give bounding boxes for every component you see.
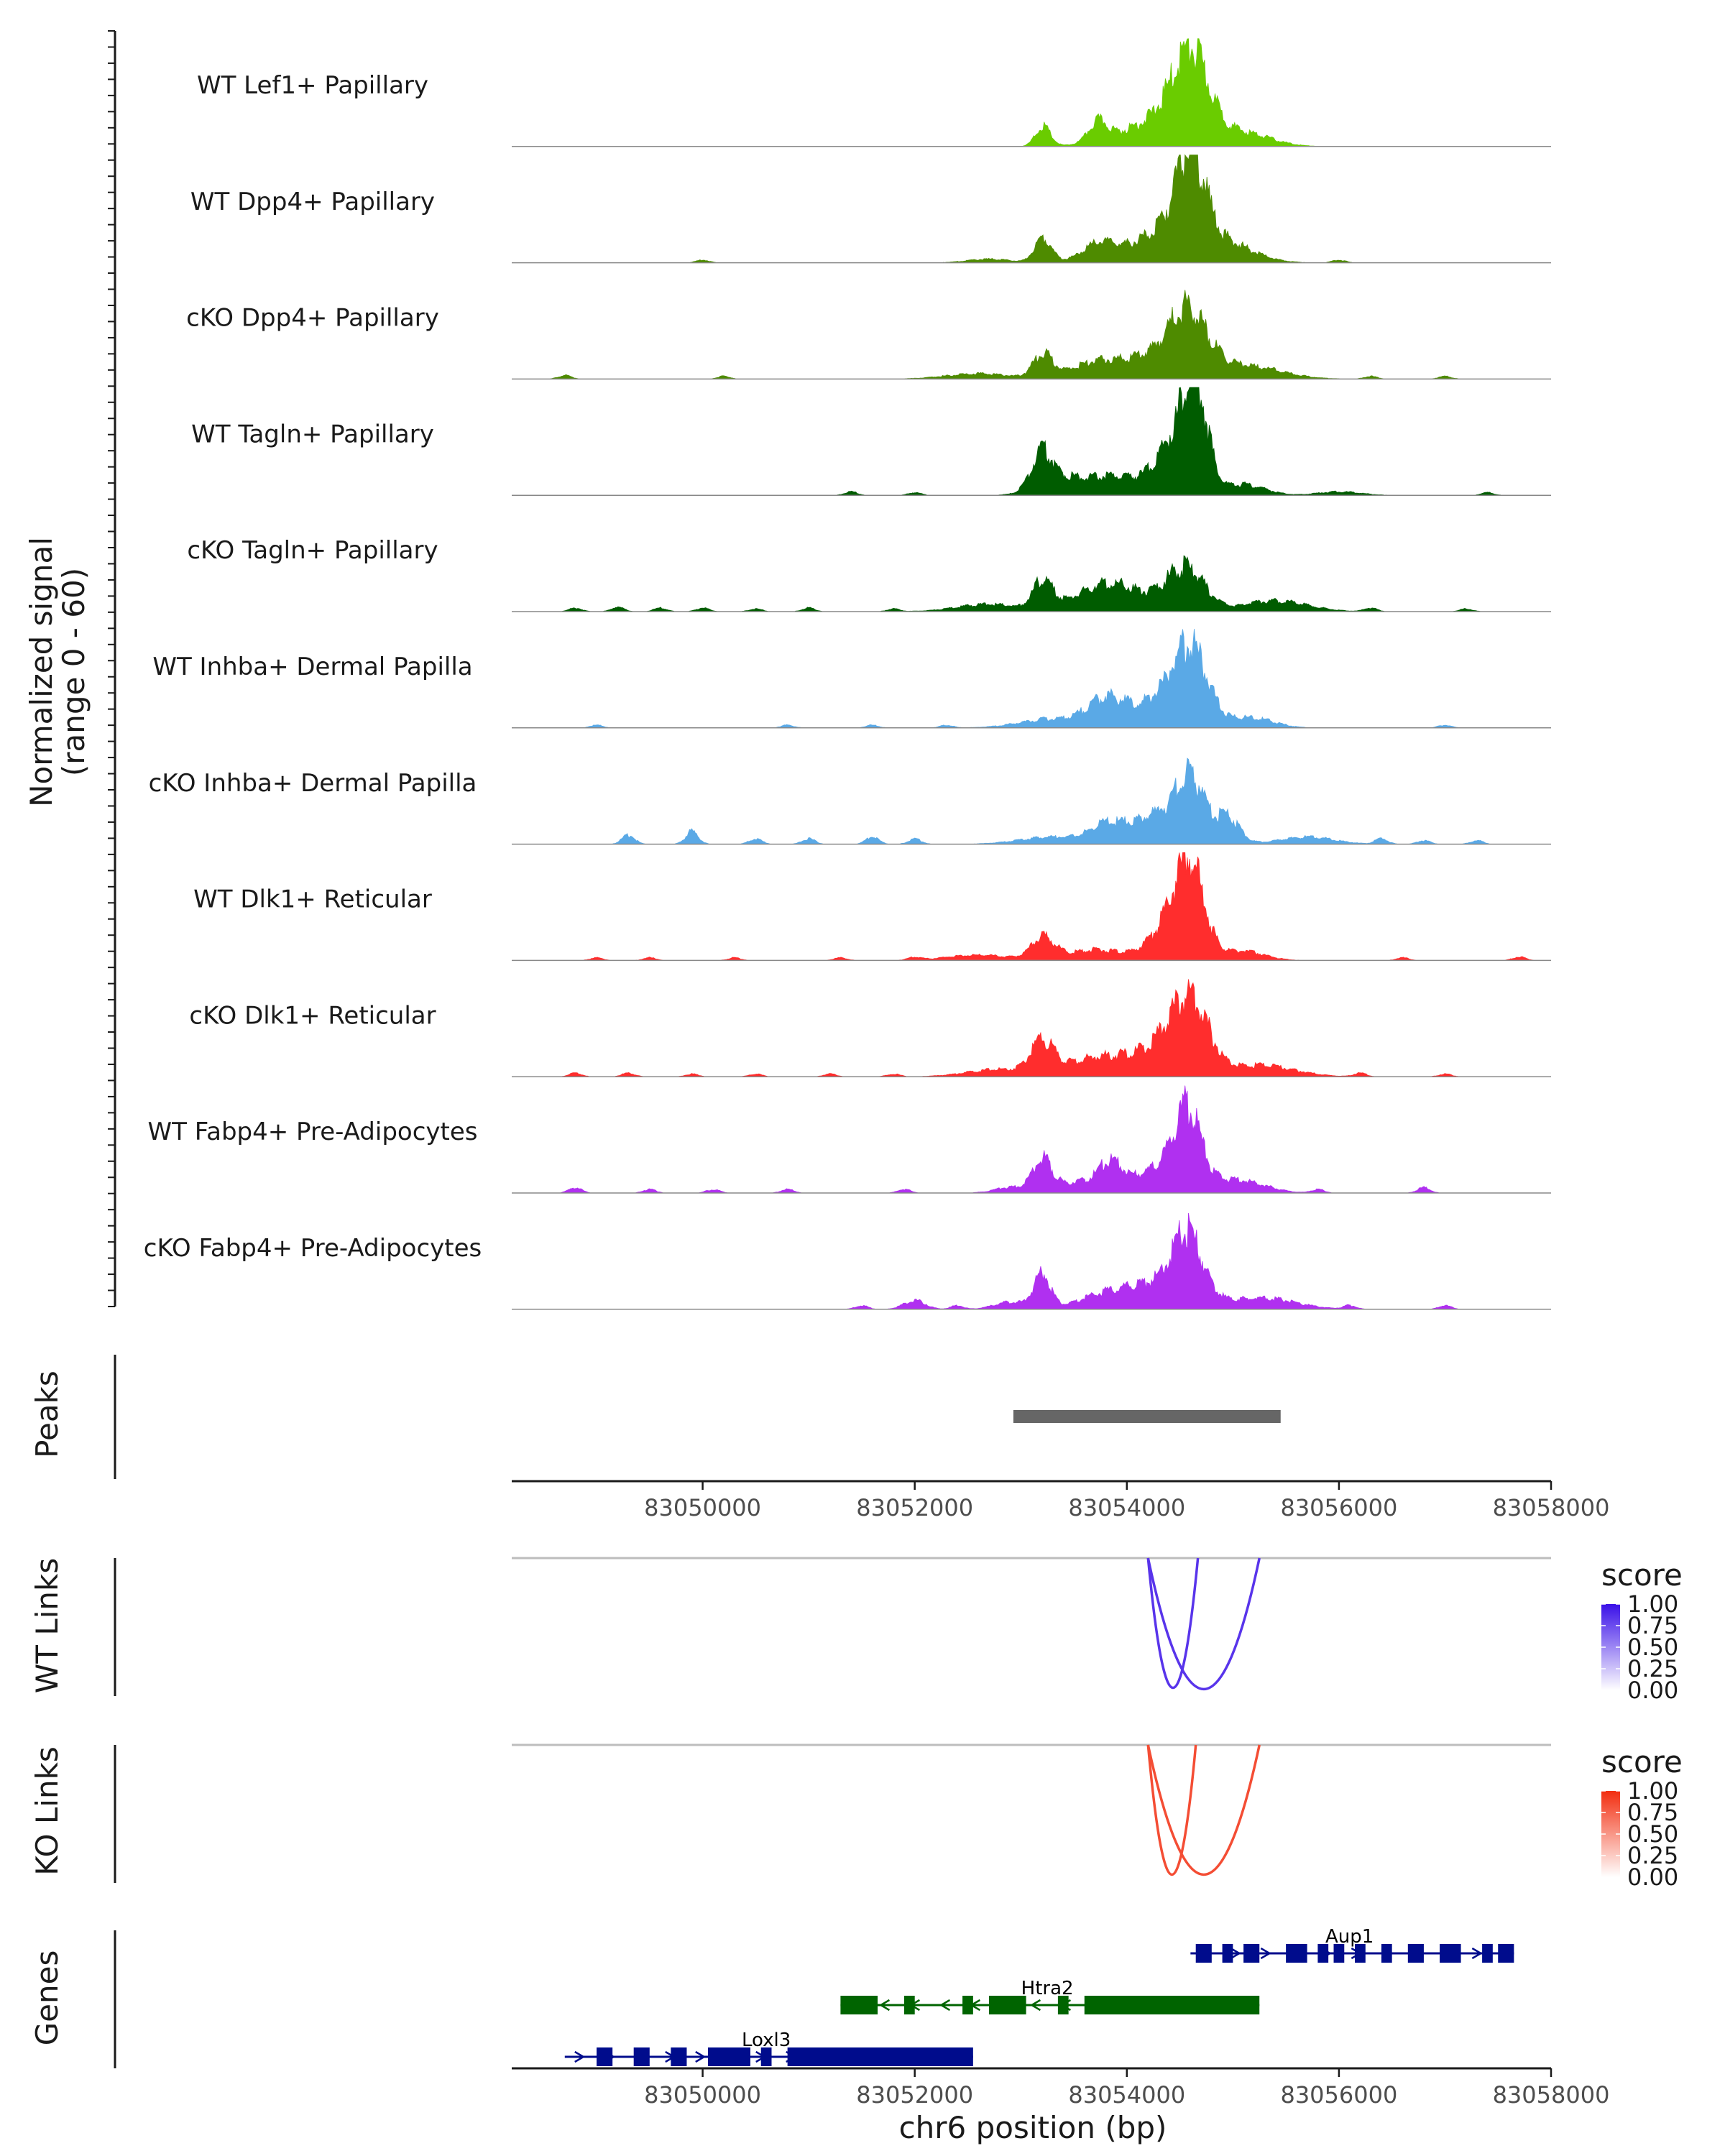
- link-arc: [1146, 1744, 1261, 1876]
- gene-exon: [597, 2047, 613, 2066]
- coverage-ylabel-range: (range 0 - 60): [56, 568, 91, 776]
- link-arc: [1146, 1557, 1261, 1691]
- track-label: cKO Tagln+ Papillary: [187, 536, 438, 565]
- gene-exon: [1195, 1944, 1212, 1963]
- link-arc: [1146, 1744, 1197, 1876]
- track-label: cKO Inhba+ Dermal Papilla: [149, 769, 477, 798]
- track-label: WT Inhba+ Dermal Papilla: [152, 653, 472, 681]
- coverage-area: [512, 38, 1551, 147]
- coverage-area: [512, 757, 1551, 845]
- track-label: WT Fabp4+ Pre-Adipocytes: [148, 1118, 478, 1146]
- x-tick-label: 83058000: [1493, 1494, 1610, 1521]
- peaks-panel: [114, 1355, 1281, 1479]
- position-axis-bottom: 83050000 83052000 83054000 83056000 83058000: [512, 2067, 1610, 2109]
- gene-exon: [633, 2047, 650, 2066]
- coverage-area: [512, 1212, 1551, 1310]
- gene-exon: [1317, 1944, 1329, 1963]
- x-tick-label: 83052000: [856, 1494, 973, 1521]
- gene-exon: [1355, 1944, 1366, 1963]
- track-label: WT Tagln+ Papillary: [191, 420, 434, 448]
- gene-exon: [787, 2047, 973, 2066]
- coverage-area: [512, 629, 1551, 729]
- gene-exon: [1333, 1944, 1345, 1963]
- legend-label: 0.50: [1627, 1634, 1678, 1661]
- x-tick-label: 83052000: [856, 2081, 973, 2109]
- gene-exon: [1440, 1944, 1461, 1963]
- gene-exon: [840, 1996, 878, 2014]
- gene-exon: [707, 2047, 750, 2066]
- gene-exon: [903, 1996, 915, 2014]
- strand-arrow: [695, 2050, 707, 2063]
- coverage-area: [512, 555, 1551, 612]
- gene-exon: [1222, 1944, 1233, 1963]
- gene-exon: [760, 2047, 772, 2066]
- track-label: cKO Dpp4+ Papillary: [186, 304, 439, 333]
- coverage-area: [512, 290, 1551, 379]
- genes-panel: Aup1 Htra2 Loxl3: [114, 1926, 1514, 2068]
- x-tick-label: 83058000: [1493, 2081, 1610, 2109]
- strand-arrow: [1260, 1947, 1271, 1960]
- x-tick-label: 83056000: [1280, 2081, 1397, 2109]
- gene-exon: [962, 1996, 973, 2014]
- legend-label: 0.25: [1627, 1842, 1678, 1869]
- coverage-area: [512, 154, 1551, 264]
- track-label: WT Dlk1+ Reticular: [193, 885, 432, 914]
- gene-exon: [1482, 1944, 1493, 1963]
- coverage-area: [512, 1085, 1551, 1194]
- legend-label: 0.00: [1627, 1677, 1678, 1704]
- genes-ylabel: Genes: [29, 1950, 65, 2046]
- gene-label: Htra2: [1021, 1978, 1074, 1999]
- peaks-ylabel: Peaks: [29, 1370, 65, 1458]
- gene-exon: [1407, 1944, 1424, 1963]
- legend-label: 1.00: [1627, 1777, 1678, 1805]
- strand-arrow: [1029, 1999, 1041, 2012]
- track-label: WT Lef1+ Papillary: [197, 71, 428, 100]
- coverage-ylabel: Normalized signal: [24, 537, 59, 807]
- strand-arrow: [574, 2050, 586, 2063]
- strand-arrow: [1230, 1947, 1241, 1960]
- gene-exon: [988, 1996, 1026, 2014]
- coverage-panel: WT Lef1+ Papillary WT Dpp4+ Papillary cKO …: [108, 30, 1551, 1310]
- gene-exon: [1286, 1944, 1307, 1963]
- gene-exon: [1498, 1944, 1514, 1963]
- gene-label: Loxl3: [742, 2030, 791, 2051]
- legend-label: 0.75: [1627, 1612, 1678, 1639]
- legend-title: score: [1601, 1744, 1683, 1779]
- x-tick-label: 83054000: [1068, 2081, 1185, 2109]
- strand-arrow: [939, 1999, 951, 2012]
- track-label: cKO Dlk1+ Reticular: [189, 1001, 436, 1030]
- gene-exon: [1243, 1944, 1260, 1963]
- legend-label: 0.00: [1627, 1864, 1678, 1891]
- x-tick-label: 83054000: [1068, 1494, 1185, 1521]
- links-ylabel: WT Links: [29, 1558, 65, 1693]
- strand-arrow: [1471, 1947, 1483, 1960]
- legend-label: 1.00: [1627, 1590, 1678, 1618]
- track-label: WT Dpp4+ Papillary: [190, 188, 435, 216]
- peak-interval: [1013, 1410, 1281, 1423]
- x-tick-label: 83050000: [644, 1494, 761, 1521]
- strand-arrow: [878, 1999, 891, 2012]
- legend-label: 0.25: [1627, 1655, 1678, 1682]
- legend-label: 0.75: [1627, 1799, 1678, 1826]
- x-axis-label: chr6 position (bp): [899, 2110, 1167, 2145]
- coverage-area: [512, 852, 1551, 961]
- coverage-area: [512, 979, 1551, 1077]
- x-tick-label: 83056000: [1280, 1494, 1397, 1521]
- link-arc: [1146, 1557, 1200, 1689]
- position-axis-top: 83050000 83052000 83054000 83056000 83058000: [512, 1480, 1610, 1521]
- legend-title: score: [1601, 1557, 1683, 1593]
- gene-exon: [1381, 1944, 1392, 1963]
- gene-exon: [1084, 1996, 1260, 2014]
- links-ylabel: KO Links: [29, 1746, 65, 1876]
- coverage-area: [512, 387, 1551, 496]
- gene-exon: [1057, 1996, 1069, 2014]
- track-label: cKO Fabp4+ Pre-Adipocytes: [144, 1234, 482, 1263]
- gene-exon: [671, 2047, 687, 2066]
- legend-label: 0.50: [1627, 1820, 1678, 1848]
- x-tick-label: 83050000: [644, 2081, 761, 2109]
- gene-label: Aup1: [1325, 1926, 1374, 1948]
